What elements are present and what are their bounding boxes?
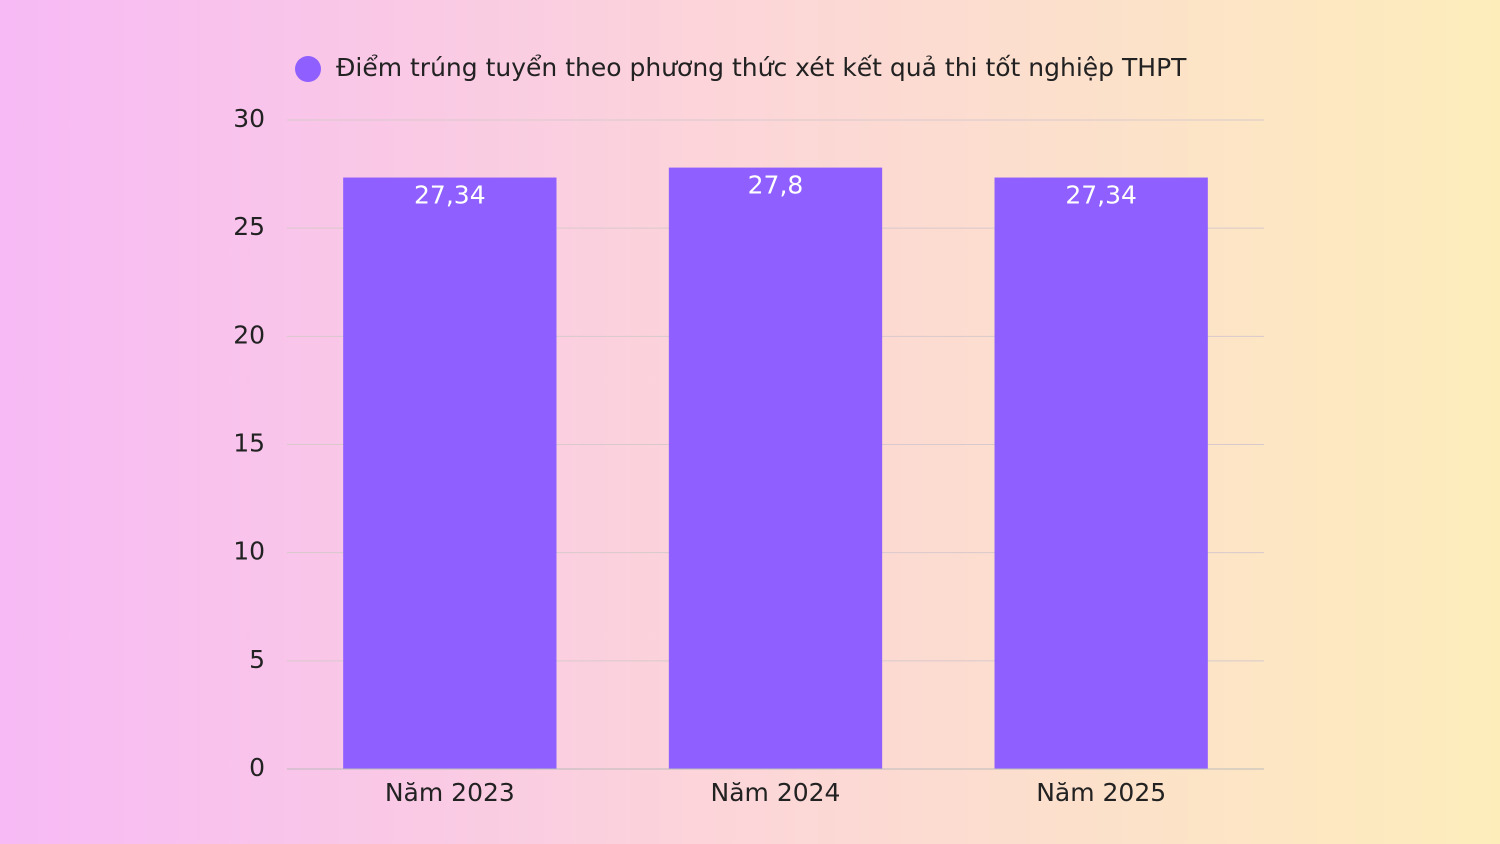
y-tick-label: 15: [233, 429, 265, 458]
legend-marker: [295, 56, 321, 82]
y-tick-label: 5: [249, 645, 265, 674]
value-label: 27,34: [414, 181, 486, 210]
y-tick-label: 0: [249, 753, 265, 782]
bar: [668, 167, 883, 770]
x-tick-label: Năm 2025: [1036, 778, 1166, 807]
value-label: 27,8: [748, 171, 804, 200]
y-tick-label: 30: [233, 104, 265, 133]
x-tick-label: Năm 2023: [385, 778, 515, 807]
x-tick-label: Năm 2024: [711, 778, 841, 807]
y-tick-label: 20: [233, 320, 265, 349]
value-label: 27,34: [1065, 181, 1137, 210]
bar: [994, 177, 1208, 769]
legend-label: Điểm trúng tuyển theo phương thức xét kế…: [336, 53, 1187, 82]
y-tick-label: 25: [233, 212, 265, 241]
bar: [343, 177, 557, 769]
y-tick-label: 10: [233, 537, 265, 566]
